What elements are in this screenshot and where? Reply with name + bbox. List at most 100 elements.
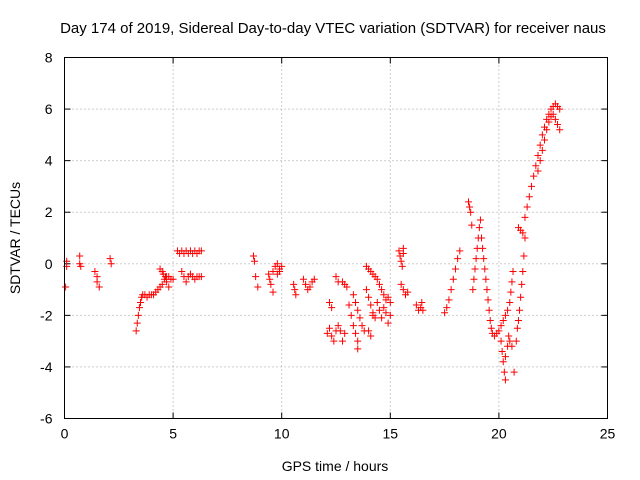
data-point — [507, 288, 515, 296]
data-point — [325, 324, 333, 332]
data-point — [456, 247, 464, 255]
x-tick-label: 20 — [491, 426, 507, 442]
data-point — [412, 301, 420, 309]
data-point — [518, 280, 526, 288]
data-point — [551, 115, 559, 123]
data-point — [62, 283, 70, 291]
data-point — [95, 283, 103, 291]
data-point — [470, 275, 478, 283]
data-point — [358, 322, 366, 330]
data-point — [464, 198, 472, 206]
y-tick-label: -4 — [40, 359, 53, 375]
data-point — [251, 257, 259, 265]
data-point — [347, 311, 355, 319]
y-tick-label: 4 — [45, 153, 53, 169]
data-point — [451, 265, 459, 273]
data-point — [467, 208, 475, 216]
data-point — [484, 296, 492, 304]
data-point — [375, 280, 383, 288]
data-point — [269, 288, 277, 296]
data-point — [397, 257, 405, 265]
data-point — [541, 136, 549, 144]
data-point — [487, 324, 495, 332]
data-point — [506, 298, 514, 306]
data-point — [466, 203, 474, 211]
data-point — [471, 265, 479, 273]
data-point — [266, 275, 274, 283]
data-point — [549, 110, 557, 118]
data-point — [538, 146, 546, 154]
data-point — [521, 234, 529, 242]
data-point — [367, 301, 375, 309]
data-point — [306, 283, 314, 291]
data-point — [534, 167, 542, 175]
data-point — [367, 332, 375, 340]
data-point — [137, 298, 145, 306]
data-point — [349, 322, 357, 330]
chart-title: Day 174 of 2019, Sidereal Day-to-day VTE… — [60, 20, 606, 37]
data-point — [554, 121, 562, 129]
data-point — [132, 327, 140, 335]
data-point — [341, 329, 349, 337]
data-point — [482, 275, 490, 283]
data-point — [252, 273, 260, 281]
data-point — [269, 268, 277, 276]
data-point — [178, 268, 186, 276]
data-point — [483, 286, 491, 294]
data-point — [91, 268, 99, 276]
y-tick-label: 2 — [45, 204, 53, 220]
data-point — [476, 216, 484, 224]
data-point — [512, 337, 520, 345]
data-point — [399, 249, 407, 257]
data-point — [519, 268, 527, 276]
data-point — [419, 306, 427, 314]
data-point — [290, 280, 298, 288]
data-point — [527, 182, 535, 190]
data-points — [62, 100, 564, 384]
data-point — [380, 291, 388, 299]
data-point — [498, 347, 506, 355]
x-axis-label: GPS time / hours — [282, 458, 389, 474]
data-point — [384, 293, 392, 301]
data-point — [506, 337, 514, 345]
data-point — [369, 311, 377, 319]
data-point — [352, 298, 360, 306]
data-point — [504, 306, 512, 314]
data-point — [135, 304, 143, 312]
data-point — [475, 224, 483, 232]
data-point — [478, 234, 486, 242]
data-point — [404, 288, 412, 296]
data-point — [386, 311, 394, 319]
data-point — [538, 131, 546, 139]
data-point — [480, 255, 488, 263]
data-point — [328, 332, 336, 340]
data-point — [249, 252, 257, 260]
data-point — [395, 247, 403, 255]
data-point — [254, 283, 262, 291]
data-point — [375, 306, 383, 314]
data-point — [514, 317, 522, 325]
data-point — [505, 332, 513, 340]
data-point — [325, 298, 333, 306]
y-tick-label: 0 — [45, 256, 53, 272]
data-point — [449, 275, 457, 283]
y-tick-labels: -6 -4 -2 0 2 4 6 8 — [40, 50, 53, 427]
data-point — [397, 280, 405, 288]
data-point — [543, 126, 551, 134]
plot-frame — [64, 57, 608, 419]
data-point — [517, 226, 525, 234]
data-point — [521, 213, 529, 221]
data-point — [352, 329, 360, 337]
data-point — [418, 298, 426, 306]
data-point — [365, 293, 373, 301]
data-point — [384, 319, 392, 327]
data-point — [356, 314, 364, 322]
data-point — [197, 273, 205, 281]
data-point — [373, 275, 381, 283]
data-point — [292, 291, 300, 299]
data-point — [510, 368, 518, 376]
data-point — [93, 278, 101, 286]
y-tick-label: -6 — [40, 411, 53, 427]
data-point — [343, 283, 351, 291]
